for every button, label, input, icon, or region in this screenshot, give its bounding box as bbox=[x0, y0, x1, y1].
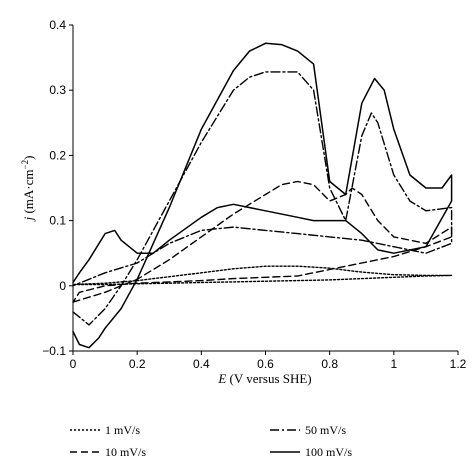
series-line-10-mv-s bbox=[72, 180, 453, 303]
y-axis-close: ) bbox=[21, 156, 36, 160]
series-line-50-mv-s bbox=[72, 71, 453, 326]
series-line-1-mv-s bbox=[72, 265, 453, 286]
y-axis-symbol: j bbox=[21, 216, 36, 222]
x-tick-label: 0.4 bbox=[193, 357, 210, 371]
plot-area: 0 0.2 0.4 0.6 0.8 1 1.2 −0.1 0 0.1 0.2 0.3 0.4 bbox=[42, 18, 466, 371]
y-tick-label: −0.1 bbox=[42, 344, 66, 358]
y-axis-label: j (mA·cm−2) bbox=[20, 156, 36, 223]
x-axis-label: E (V versus SHE) bbox=[217, 371, 311, 386]
series-layer bbox=[72, 42, 453, 349]
legend: 1 mV/s 50 mV/s 10 mV/s 100 mV/s bbox=[70, 423, 352, 459]
y-ticks: −0.1 0 0.1 0.2 0.3 0.4 bbox=[42, 18, 73, 358]
legend-label-50-mv-s: 50 mV/s bbox=[305, 423, 346, 437]
y-axis-exponent: −2 bbox=[20, 160, 30, 170]
y-tick-label: 0 bbox=[59, 279, 66, 293]
y-tick-label: 0.3 bbox=[49, 83, 66, 97]
legend-label-100-mv-s: 100 mV/s bbox=[305, 445, 352, 459]
y-axis-unit: (mA·cm bbox=[21, 170, 36, 217]
x-tick-label: 0.6 bbox=[257, 357, 274, 371]
x-tick-label: 0.2 bbox=[129, 357, 146, 371]
x-tick-label: 1.2 bbox=[450, 357, 467, 371]
legend-label-10-mv-s: 10 mV/s bbox=[105, 445, 146, 459]
x-tick-label: 1 bbox=[390, 357, 397, 371]
legend-label-1-mv-s: 1 mV/s bbox=[105, 423, 140, 437]
y-tick-label: 0.2 bbox=[49, 148, 66, 162]
y-tick-label: 0.1 bbox=[49, 214, 66, 228]
series-line-100-mv-s bbox=[72, 42, 453, 349]
y-tick-label: 0.4 bbox=[49, 18, 66, 32]
x-axis-unit: (V versus SHE) bbox=[226, 371, 311, 386]
x-tick-label: 0.8 bbox=[321, 357, 338, 371]
x-axis-symbol: E bbox=[217, 371, 226, 386]
x-tick-label: 0 bbox=[70, 357, 77, 371]
x-ticks: 0 0.2 0.4 0.6 0.8 1 1.2 bbox=[70, 351, 467, 371]
